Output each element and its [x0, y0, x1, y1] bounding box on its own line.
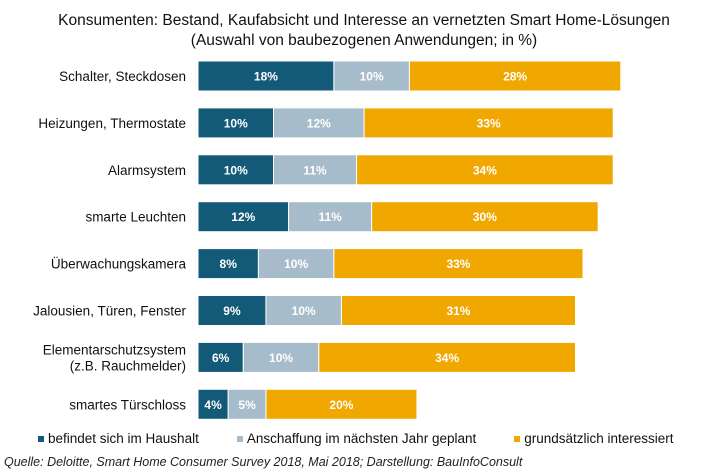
bar-segment — [356, 154, 614, 186]
data-label: 31% — [446, 304, 470, 318]
bar-segment — [288, 201, 373, 233]
category-label: Heizungen, Thermostate — [38, 116, 186, 131]
source-note: Quelle: Deloitte, Smart Home Consumer Su… — [4, 455, 523, 469]
category-label: Elementarschutzsystem — [43, 342, 186, 357]
data-label: 10% — [224, 116, 248, 130]
bar-segment — [197, 107, 274, 139]
bar-segment — [197, 60, 335, 92]
data-label: 33% — [446, 257, 470, 271]
legend-item: befindet sich im Haushalt — [38, 431, 199, 446]
bar-segment — [265, 388, 418, 420]
category-label: (z.B. Rauchmelder) — [70, 358, 186, 373]
data-label: 11% — [318, 210, 342, 224]
bar-segment — [197, 388, 229, 420]
data-label: 34% — [435, 351, 459, 365]
bar-segment — [273, 107, 365, 139]
data-label: 11% — [303, 163, 327, 177]
legend-swatch — [38, 435, 44, 442]
category-label: Schalter, Steckdosen — [59, 69, 186, 84]
bar-segment — [363, 107, 614, 139]
data-label: 10% — [224, 163, 248, 177]
bar-segment — [333, 248, 584, 280]
data-label: 10% — [284, 257, 308, 271]
data-label: 30% — [473, 210, 497, 224]
legend-item: Anschaffung im nächsten Jahr geplant — [236, 431, 477, 446]
bar-segment — [318, 341, 576, 373]
bar-segment — [340, 295, 577, 326]
category-label: smartes Türschloss — [69, 397, 186, 412]
chart-title: Konsumenten: Bestand, Kaufabsicht und In… — [58, 12, 670, 29]
data-label: 8% — [220, 257, 238, 271]
bar-segment — [227, 388, 267, 420]
data-label: 20% — [329, 398, 353, 412]
data-label: 5% — [238, 398, 256, 412]
legend-label: Anschaffung im nächsten Jahr geplant — [246, 431, 477, 446]
data-label: 9% — [223, 304, 241, 318]
bar-segment — [197, 248, 259, 280]
data-label: 34% — [473, 163, 497, 177]
bar-segment — [197, 295, 267, 326]
data-label: 12% — [231, 210, 255, 224]
data-label: 33% — [477, 116, 501, 130]
bar-segment — [265, 295, 342, 326]
bar-segment — [371, 201, 599, 233]
legend-swatch — [236, 435, 243, 442]
legend-label: befindet sich im Haushalt — [48, 431, 199, 446]
chart-subtitle: (Auswahl von baubezogenen Anwendungen; i… — [190, 32, 538, 49]
bar-segment — [242, 341, 320, 373]
data-label: 10% — [360, 70, 384, 84]
bar-segment — [273, 154, 358, 186]
data-label: 28% — [503, 70, 527, 84]
category-label: Überwachungskamera — [51, 257, 187, 272]
legend: befindet sich im Haushalt Anschaffung im… — [38, 431, 712, 446]
data-label: 10% — [292, 304, 316, 318]
legend-item: grundsätzlich interessiert — [514, 431, 674, 446]
data-label: 4% — [204, 398, 222, 412]
data-label: 6% — [212, 351, 230, 365]
bar-segment — [197, 341, 244, 373]
bar-segment — [197, 154, 274, 186]
bar-segment — [408, 60, 622, 92]
category-label: Jalousien, Türen, Fenster — [33, 304, 186, 319]
data-label: 12% — [307, 116, 331, 130]
legend-swatch — [514, 435, 521, 442]
data-label: 18% — [254, 70, 278, 84]
category-label: Alarmsystem — [108, 163, 186, 178]
data-label: 10% — [269, 351, 293, 365]
legend-label: grundsätzlich interessiert — [524, 431, 674, 446]
category-label: smarte Leuchten — [85, 210, 186, 225]
